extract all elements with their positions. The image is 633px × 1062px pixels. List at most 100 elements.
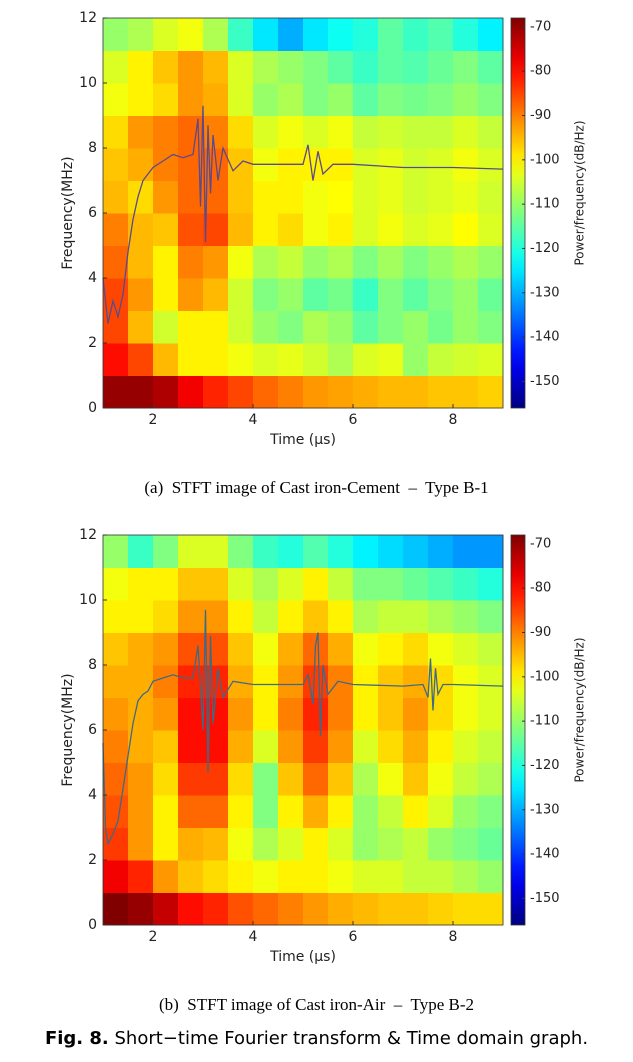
- heatmap-cell: [128, 213, 154, 246]
- heatmap-cell: [228, 762, 254, 796]
- y-tick-label: 12: [79, 10, 97, 26]
- x-axis-label: Time (μs): [269, 949, 336, 965]
- heatmap-cell: [403, 213, 429, 246]
- heatmap-cell: [403, 115, 429, 149]
- heatmap-cell: [128, 632, 154, 666]
- heatmap-cell: [403, 860, 429, 893]
- heatmap-cell: [453, 860, 479, 893]
- heatmap-cell: [353, 83, 379, 116]
- heatmap-cell: [353, 278, 379, 311]
- heatmap-cell: [303, 245, 329, 279]
- heatmap-cell: [253, 697, 279, 731]
- heatmap-cell: [478, 18, 504, 51]
- heatmap-cell: [203, 632, 229, 666]
- heatmap-cell: [378, 892, 404, 926]
- heatmap-cell: [353, 860, 379, 893]
- colorbar-tick-label: -70: [530, 19, 551, 34]
- heatmap-cell: [203, 310, 229, 344]
- heatmap-cell: [478, 795, 504, 828]
- heatmap-cell: [328, 50, 354, 84]
- heatmap-cell: [203, 762, 229, 796]
- heatmap-cell: [128, 18, 154, 51]
- heatmap-cell: [453, 892, 479, 926]
- heatmap-cell: [103, 600, 129, 633]
- heatmap-cell: [378, 375, 404, 409]
- heatmap-cell: [253, 213, 279, 246]
- x-tick-label: 2: [149, 929, 158, 945]
- colorbar-tick-label: -120: [530, 241, 560, 256]
- heatmap-cell: [453, 697, 479, 731]
- heatmap-cell: [303, 892, 329, 926]
- colorbar-tick-label: -100: [530, 669, 560, 684]
- heatmap-cell: [478, 148, 504, 181]
- y-tick-label: 12: [79, 527, 97, 543]
- heatmap-cell: [253, 375, 279, 409]
- heatmap-cell: [103, 18, 129, 51]
- heatmap-cell: [253, 795, 279, 828]
- heatmap-cell: [128, 600, 154, 633]
- heatmap-cell: [403, 632, 429, 666]
- heatmap-cell: [228, 632, 254, 666]
- heatmap-cell: [203, 795, 229, 828]
- heatmap-cell: [103, 860, 129, 893]
- heatmap-cell: [478, 83, 504, 116]
- heatmap-cell: [453, 375, 479, 409]
- heatmap-cell: [403, 375, 429, 409]
- heatmap-cell: [453, 278, 479, 311]
- heatmap-cell: [178, 567, 204, 601]
- colorbar-tick-label: -70: [530, 536, 551, 551]
- heatmap-cell: [353, 730, 379, 763]
- heatmap-cell: [278, 762, 304, 796]
- heatmap-cell: [428, 567, 454, 601]
- heatmap-cell: [428, 213, 454, 246]
- heatmap-cell: [478, 567, 504, 601]
- heatmap-cell: [278, 665, 304, 698]
- heatmap-cell: [453, 245, 479, 279]
- heatmap-cell: [178, 310, 204, 344]
- heatmap-cell: [278, 245, 304, 279]
- heatmap-cell: [478, 860, 504, 893]
- heatmap-cell: [403, 278, 429, 311]
- heatmap-cell: [478, 180, 504, 214]
- heatmap-cell: [428, 795, 454, 828]
- heatmap-cell: [128, 310, 154, 344]
- heatmap-cell: [103, 632, 129, 666]
- heatmap-cell: [253, 665, 279, 698]
- heatmap-cell: [403, 310, 429, 344]
- colorbar-tick-label: -140: [530, 847, 560, 862]
- heatmap-cell: [278, 375, 304, 409]
- heatmap-cell: [378, 600, 404, 633]
- heatmap-cell: [328, 567, 354, 601]
- heatmap-cell: [478, 697, 504, 731]
- heatmap-cell: [403, 827, 429, 861]
- heatmap-cell: [353, 375, 379, 409]
- heatmap-cell: [228, 310, 254, 344]
- heatmap-cell: [428, 83, 454, 116]
- y-tick-label: 10: [79, 75, 97, 91]
- heatmap-cell: [253, 343, 279, 376]
- heatmap-cell: [178, 827, 204, 861]
- caption: (b) STFT image of Cast iron-Air – Type B…: [158, 995, 474, 1014]
- heatmap-cell: [428, 535, 454, 568]
- heatmap-cell: [453, 600, 479, 633]
- colorbar: [510, 17, 526, 409]
- heatmap-cell: [478, 892, 504, 926]
- y-tick-label: 4: [88, 787, 97, 803]
- heatmap-cell: [128, 762, 154, 796]
- heatmap-cell: [328, 278, 354, 311]
- heatmap-cell: [478, 762, 504, 796]
- heatmap-cell: [353, 632, 379, 666]
- heatmap-cell: [428, 343, 454, 376]
- heatmap-cell: [178, 795, 204, 828]
- heatmap-cell: [278, 180, 304, 214]
- heatmap-cell: [328, 213, 354, 246]
- heatmap-cell: [353, 795, 379, 828]
- heatmap-cell: [203, 278, 229, 311]
- colorbar-tick-label: -150: [530, 891, 560, 906]
- heatmap-cell: [128, 278, 154, 311]
- heatmap-cell: [428, 375, 454, 409]
- heatmap-cell: [353, 535, 379, 568]
- heatmap-cell: [228, 343, 254, 376]
- heatmap-cell: [153, 795, 179, 828]
- heatmap-cell: [253, 892, 279, 926]
